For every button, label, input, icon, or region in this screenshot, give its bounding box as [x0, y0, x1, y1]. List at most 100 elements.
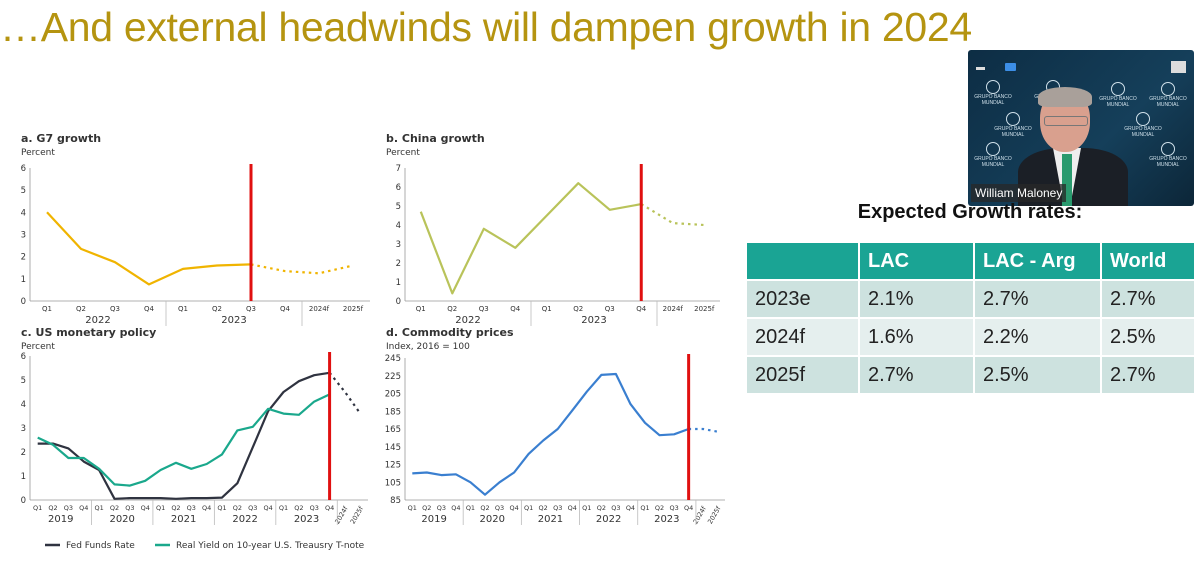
table-cell: 2.5% — [1100, 317, 1196, 357]
y-tick-label: 6 — [21, 352, 26, 362]
y-tick-label: 2 — [396, 259, 401, 269]
y-tick-label: 1 — [21, 275, 26, 285]
y-tick-label: 5 — [21, 376, 26, 386]
y-tick-label: 205 — [385, 390, 401, 400]
chart-title: c. US monetary policy — [21, 326, 156, 339]
y-tick-label: 6 — [21, 164, 26, 174]
y-tick-label: 4 — [396, 221, 401, 231]
year-label: 2022 — [85, 315, 110, 326]
x-tick-label: Q2 — [447, 305, 457, 313]
x-tick-label: Q3 — [669, 504, 678, 512]
x-tick-label: Q3 — [246, 305, 256, 313]
world-bank-logo: GRUPO BANCO MUNDIAL — [988, 112, 1038, 138]
column-header: LAC — [858, 241, 975, 281]
table-row: 2024f 1.6% 2.2% 2.5% — [745, 317, 1196, 357]
y-tick-label: 6 — [396, 183, 401, 193]
chart-title: a. G7 growth — [21, 132, 101, 145]
x-tick-label: Q1 — [279, 504, 288, 512]
x-tick-label: Q4 — [79, 504, 88, 512]
year-label: 2023 — [581, 315, 606, 326]
y-tick-label: 3 — [396, 240, 401, 250]
x-tick-label: Q4 — [684, 504, 693, 512]
x-tick-label: Q1 — [408, 504, 417, 512]
x-tick-label: Q2 — [480, 504, 489, 512]
table-cell: 2.7% — [973, 279, 1102, 319]
series-line-commodity-prices — [412, 372, 689, 496]
year-label: 2022 — [455, 315, 480, 326]
x-tick-label: Q2 — [422, 504, 431, 512]
x-tick-label: Q4 — [144, 305, 155, 313]
x-tick-label: Q3 — [605, 305, 615, 313]
x-tick-label: Q1 — [178, 305, 188, 313]
x-tick-label: Q4 — [626, 504, 635, 512]
y-tick-label: 5 — [396, 202, 401, 212]
x-tick-label: Q3 — [495, 504, 504, 512]
x-tick-label: Q1 — [582, 504, 591, 512]
x-tick-label: 2025f — [706, 504, 723, 525]
x-tick-label: Q1 — [542, 305, 552, 313]
year-label: 2022 — [596, 514, 621, 525]
year-label: 2019 — [48, 514, 73, 525]
x-tick-label: Q3 — [611, 504, 620, 512]
y-tick-label: 225 — [385, 372, 401, 382]
y-tick-label: 4 — [21, 400, 26, 410]
x-tick-label: Q2 — [48, 504, 57, 512]
growth-table: LAC LAC - Arg World 2023e 2.1% 2.7% 2.7%… — [745, 241, 1196, 395]
series-line-fed-funds-rate — [37, 371, 330, 500]
x-tick-label: Q1 — [156, 504, 165, 512]
year-label: 2022 — [232, 514, 257, 525]
table-row: 2025f 2.7% 2.5% 2.7% — [745, 355, 1196, 395]
table-cell: 2.1% — [858, 279, 975, 319]
x-tick-label: Q2 — [539, 504, 548, 512]
world-bank-logo: GRUPO BANCO MUNDIAL — [1093, 82, 1143, 108]
y-tick-label: 4 — [21, 208, 26, 218]
column-header: World — [1100, 241, 1196, 281]
series-line-g7-growth — [46, 211, 252, 286]
chart-ylabel: Index, 2016 = 100 — [386, 342, 470, 352]
x-tick-label: Q4 — [636, 305, 647, 313]
x-tick-label: Q4 — [264, 504, 273, 512]
x-tick-label: Q4 — [568, 504, 577, 512]
x-tick-label: Q1 — [33, 504, 42, 512]
chart-title: b. China growth — [386, 132, 485, 145]
table-row: 2023e 2.1% 2.7% 2.7% — [745, 279, 1196, 319]
legend-label: Fed Funds Rate — [66, 541, 135, 551]
x-tick-label: Q4 — [141, 504, 150, 512]
y-tick-label: 1 — [396, 278, 401, 288]
x-tick-label: Q2 — [171, 504, 180, 512]
x-tick-label: 2024f — [663, 305, 684, 313]
series-line-commodity-prices-forecast — [688, 427, 718, 433]
y-tick-label: 7 — [396, 164, 401, 174]
x-tick-label: 2025f — [349, 504, 366, 525]
x-tick-label: Q3 — [248, 504, 257, 512]
x-tick-label: Q4 — [510, 305, 521, 313]
x-tick-label: Q3 — [437, 504, 446, 512]
row-label: 2024f — [745, 317, 860, 357]
slide-title: …And external headwinds will dampen grow… — [0, 4, 972, 50]
y-tick-label: 0 — [396, 297, 401, 307]
x-tick-label: Q3 — [553, 504, 562, 512]
x-tick-label: Q3 — [110, 305, 120, 313]
participant-video — [1018, 87, 1128, 206]
x-tick-label: Q1 — [640, 504, 649, 512]
table-cell: 2.7% — [1100, 355, 1196, 395]
minimize-icon[interactable] — [976, 67, 985, 70]
x-tick-label: Q2 — [110, 504, 119, 512]
video-tile[interactable]: GRUPO BANCO MUNDIAL GRUPO BANCO MUNDIAL … — [968, 50, 1194, 206]
x-tick-label: Q3 — [187, 504, 196, 512]
series-line-g7-growth-forecast — [250, 263, 354, 275]
camera-icon[interactable] — [1005, 63, 1016, 71]
x-tick-label: Q3 — [479, 305, 489, 313]
maximize-icon[interactable] — [1171, 61, 1186, 73]
world-bank-logo: GRUPO BANCO MUNDIAL — [1118, 112, 1168, 138]
x-tick-label: Q2 — [76, 305, 86, 313]
participant-name: William Maloney — [971, 184, 1067, 202]
x-tick-label: Q4 — [280, 305, 291, 313]
x-tick-label: Q1 — [217, 504, 226, 512]
x-tick-label: Q2 — [212, 305, 222, 313]
series-line-real-yield-on-10-year-u-s-treausry-t-note — [37, 393, 331, 487]
x-tick-label: Q1 — [416, 305, 426, 313]
year-label: 2023 — [221, 315, 246, 326]
y-tick-label: 145 — [385, 443, 401, 453]
